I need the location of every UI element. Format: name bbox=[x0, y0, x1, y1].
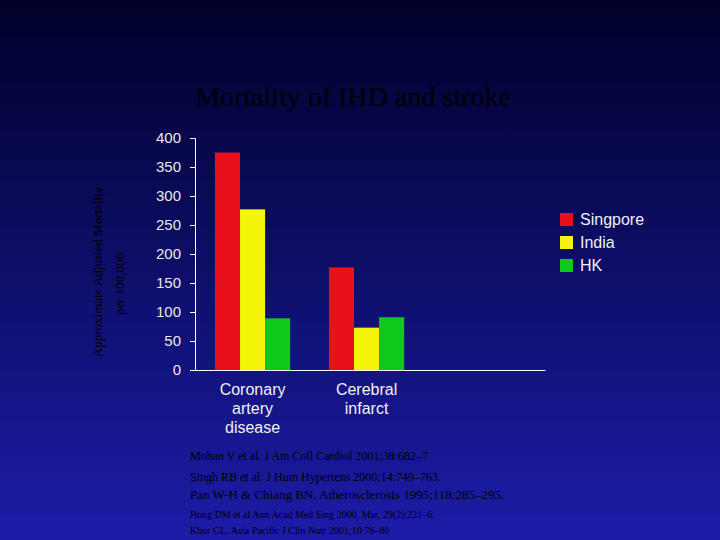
x-tick-label-line: artery bbox=[232, 400, 273, 417]
x-axis: Coronary artery disease Cerebral infarct bbox=[196, 370, 546, 436]
x-tick: Cerebral infarct bbox=[336, 370, 397, 417]
y-tick-label: 50 bbox=[164, 332, 181, 349]
y-tick-mark bbox=[190, 138, 195, 139]
y-tick: 250 bbox=[156, 216, 195, 233]
y-tick: 200 bbox=[156, 245, 195, 262]
x-tick-label-line: Cerebral bbox=[336, 381, 397, 398]
legend-label: HK bbox=[580, 257, 603, 274]
y-tick: 150 bbox=[156, 274, 195, 291]
y-axis: 0 50 100 150 200 250 300 350 400 bbox=[156, 129, 196, 378]
y-tick: 400 bbox=[156, 129, 195, 146]
x-tick-label: Coronary artery disease bbox=[220, 381, 286, 436]
x-tick-label: Cerebral infarct bbox=[336, 381, 397, 417]
x-tick: Coronary artery disease bbox=[220, 370, 286, 436]
bar bbox=[354, 328, 379, 370]
y-tick-mark bbox=[190, 225, 195, 226]
bar bbox=[265, 318, 290, 370]
y-tick: 50 bbox=[164, 332, 195, 349]
y-tick: 300 bbox=[156, 187, 195, 204]
y-tick-label: 400 bbox=[156, 129, 181, 146]
x-tick-label-line: infarct bbox=[345, 400, 389, 417]
bar bbox=[329, 267, 354, 370]
chart: Mortality of IHD and stroke 0 50 100 150 200 2… bbox=[0, 0, 720, 540]
y-tick-label: 300 bbox=[156, 187, 181, 204]
title: Mortality of IHD and stroke bbox=[195, 81, 511, 112]
y-tick-label: 350 bbox=[156, 158, 181, 175]
bars bbox=[215, 153, 404, 371]
y-tick-label: 200 bbox=[156, 245, 181, 262]
x-tick-label-line: Coronary bbox=[220, 381, 286, 398]
legend-swatch bbox=[560, 259, 573, 272]
bar bbox=[215, 153, 240, 371]
legend-label: India bbox=[580, 234, 615, 251]
y-tick-mark bbox=[190, 312, 195, 313]
y-tick-mark bbox=[190, 370, 195, 371]
legend-swatch bbox=[560, 213, 573, 226]
background bbox=[0, 0, 720, 540]
bar bbox=[240, 209, 265, 370]
y-tick-label: 150 bbox=[156, 274, 181, 291]
y-axis-line bbox=[190, 139, 196, 371]
legend-swatch bbox=[560, 236, 573, 249]
y-tick-mark bbox=[190, 254, 195, 255]
reference: Hong DM et al Ann Acad Med Sing 2000, Ma… bbox=[190, 509, 435, 521]
y-tick-label: 100 bbox=[156, 303, 181, 320]
y-tick: 350 bbox=[156, 158, 195, 175]
reference: Mohan V et al. J Am Coll Cardiol 2001;38… bbox=[190, 449, 428, 463]
x-axis-line bbox=[196, 370, 546, 371]
reference: Pan W-H & Chiang BN. Atherosclerosis 199… bbox=[190, 487, 504, 502]
y-tick: 100 bbox=[156, 303, 195, 320]
y-axis-title: Approximate Adjusted Mortality bbox=[90, 186, 105, 357]
reference: Khor GL. Asia Pacific J Clin Nutr 2001;1… bbox=[190, 525, 389, 536]
x-tick-label-line: disease bbox=[225, 419, 280, 436]
y-tick-mark bbox=[190, 283, 195, 284]
y-tick: 0 bbox=[173, 361, 195, 378]
y-tick-label: 0 bbox=[173, 361, 181, 378]
y-tick-mark bbox=[190, 196, 195, 197]
y-tick-mark bbox=[190, 167, 195, 168]
legend: Singpore India HK bbox=[560, 211, 644, 274]
bar bbox=[379, 317, 404, 370]
y-axis-title: per 100,000 bbox=[112, 253, 127, 315]
reference: Singh RB et al. J Hum Hypertens 2000;14:… bbox=[190, 470, 441, 484]
legend-label: Singpore bbox=[580, 211, 644, 228]
y-tick-mark bbox=[190, 341, 195, 342]
y-tick-label: 250 bbox=[156, 216, 181, 233]
